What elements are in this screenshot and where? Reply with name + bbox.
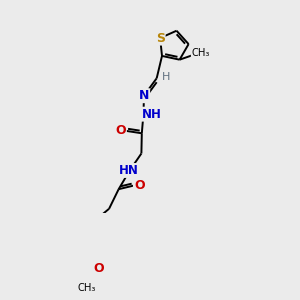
Text: CH₃: CH₃ xyxy=(192,48,210,58)
Text: NH: NH xyxy=(142,108,161,121)
Text: O: O xyxy=(134,179,145,192)
Text: HN: HN xyxy=(119,164,139,177)
Text: O: O xyxy=(94,262,104,275)
Text: CH₃: CH₃ xyxy=(78,284,96,293)
Text: N: N xyxy=(139,89,149,102)
Text: S: S xyxy=(156,32,165,44)
Text: O: O xyxy=(115,124,126,137)
Text: H: H xyxy=(161,72,170,82)
